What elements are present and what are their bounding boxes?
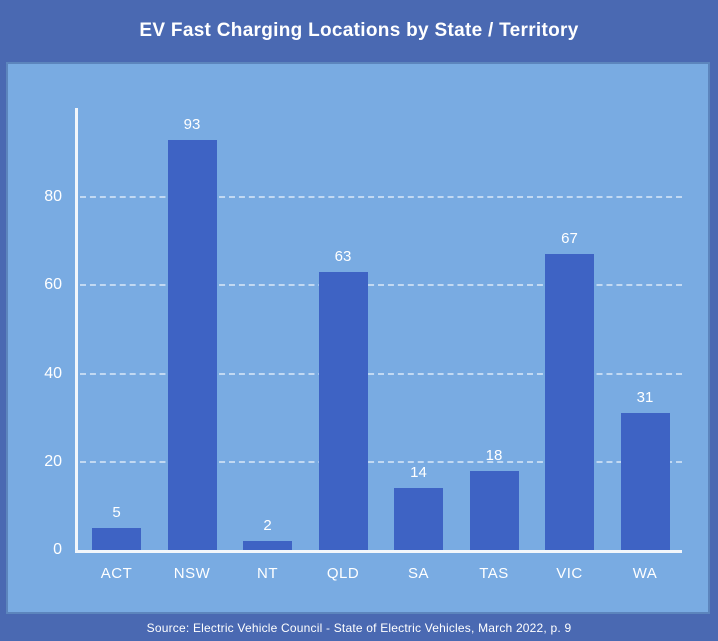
x-axis-label-sa: SA [407,565,429,582]
bar-value-label: 14 [410,464,427,481]
x-axis-label-tas: TAS [479,565,509,582]
bar-tas [469,471,519,550]
bar-nsw [167,140,217,550]
x-axis-label-act: ACT [100,565,133,582]
bar-value-label: 2 [263,517,272,534]
y-tick-label: 40 [44,364,62,382]
bar-vic [545,254,594,550]
chart-panel: 0 20 40 60 80 5 ACT 93 NSW 2 NT 63 QLD 14 SA 18 TAS 67 VIC… [6,62,710,614]
chart-title: EV Fast Charging Locations by State / Te… [139,20,579,41]
bar-value-label: 18 [485,447,503,464]
bar-sa [394,488,443,550]
plot-area: 0 20 40 60 80 5 ACT 93 NSW 2 NT 63 QLD 14 SA 18 TAS 67 VIC… [8,64,708,612]
y-tick-label: 60 [44,276,62,294]
y-tick-label: 20 [44,452,62,470]
y-tick-label: 0 [53,541,62,558]
bar-value-label: 5 [112,504,121,521]
x-axis-label-wa: WA [632,565,658,582]
y-axis-line [75,108,78,553]
gridline-60 [80,284,682,287]
gridline-40 [80,372,682,375]
bar-act [92,528,141,550]
bar-value-label: 67 [561,230,578,247]
y-tick-label: 80 [44,188,62,205]
x-axis-label-vic: VIC [556,565,583,582]
source-text: Source: Electric Vehicle Council - State… [146,620,572,635]
x-axis-label-nt: NT [257,565,278,582]
chart-title-band: EV Fast Charging Locations by State / Te… [0,0,718,62]
bar-nt [243,541,292,550]
bar-value-label: 93 [183,116,201,133]
bar-value-label: 31 [636,389,654,406]
bar-qld [318,272,368,550]
bar-value-label: 63 [334,248,352,265]
gridline-80 [80,196,682,198]
gridline-20 [80,460,682,463]
x-axis-line [75,550,682,553]
bar-wa [620,413,670,550]
x-axis-label-nsw: NSW [173,565,211,582]
x-axis-label-qld: QLD [326,565,360,582]
source-band: Source: Electric Vehicle Council - State… [0,614,718,641]
